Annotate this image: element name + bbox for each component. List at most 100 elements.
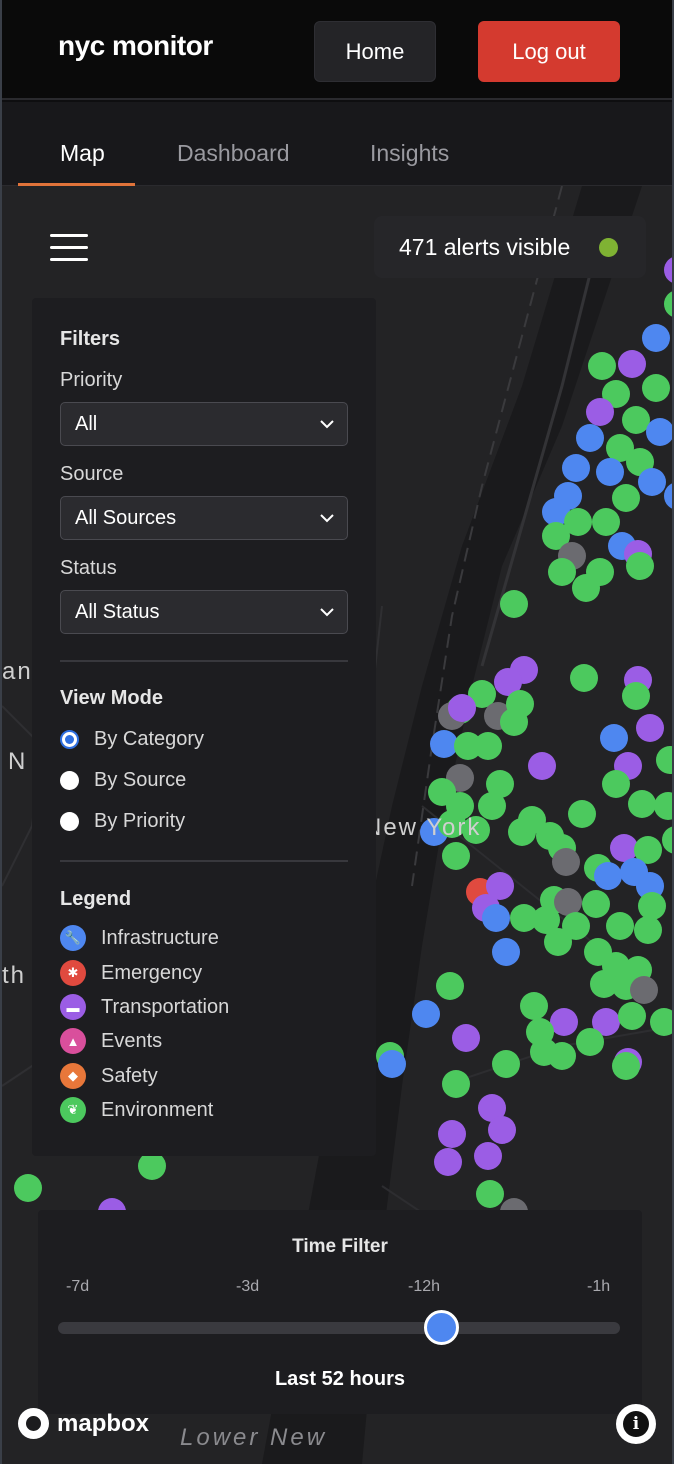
top-header: nyc monitor Home Log out — [2, 0, 672, 100]
alert-marker[interactable] — [622, 406, 650, 434]
alert-marker[interactable] — [630, 976, 658, 1004]
alert-marker[interactable] — [654, 792, 672, 820]
alert-marker[interactable] — [656, 746, 672, 774]
map-label-edge: th — [2, 962, 27, 989]
alert-marker[interactable] — [138, 1152, 166, 1180]
source-select-value: All Sources — [75, 506, 177, 529]
alert-marker[interactable] — [594, 862, 622, 890]
legend-label: Environment — [101, 1098, 214, 1121]
alert-marker[interactable] — [610, 834, 638, 862]
panel-divider — [60, 860, 348, 862]
alert-marker[interactable] — [448, 694, 476, 722]
alert-marker[interactable] — [412, 1000, 440, 1028]
mapbox-logo[interactable]: mapbox — [18, 1408, 149, 1439]
tab-insights[interactable]: Insights — [370, 140, 450, 166]
radio-button[interactable] — [60, 812, 79, 831]
alert-marker[interactable] — [602, 770, 630, 798]
map-canvas[interactable]: New York ang N th 471 alerts visible Fil… — [2, 186, 672, 1464]
alert-marker[interactable] — [634, 916, 662, 944]
alert-marker[interactable] — [664, 482, 672, 510]
alert-marker[interactable] — [528, 752, 556, 780]
attribution-info-button[interactable]: i — [616, 1404, 656, 1444]
alert-marker[interactable] — [500, 708, 528, 736]
alert-marker[interactable] — [582, 890, 610, 918]
source-select[interactable]: All Sources — [60, 496, 348, 540]
radio-button[interactable] — [60, 771, 79, 790]
alert-marker[interactable] — [430, 730, 458, 758]
alert-marker[interactable] — [500, 590, 528, 618]
alert-marker[interactable] — [552, 848, 580, 876]
alert-marker[interactable] — [636, 714, 664, 742]
alert-marker[interactable] — [548, 1042, 576, 1070]
alert-marker[interactable] — [600, 724, 628, 752]
alert-marker[interactable] — [662, 826, 672, 854]
logout-button[interactable]: Log out — [478, 21, 620, 82]
alert-marker[interactable] — [544, 928, 572, 956]
status-select[interactable]: All Status — [60, 590, 348, 634]
alert-marker[interactable] — [474, 732, 502, 760]
alert-marker[interactable] — [612, 1052, 640, 1080]
alert-marker[interactable] — [570, 664, 598, 692]
alert-marker[interactable] — [378, 1050, 406, 1078]
alert-marker[interactable] — [474, 1142, 502, 1170]
alert-marker[interactable] — [452, 1024, 480, 1052]
alert-marker[interactable] — [572, 574, 600, 602]
alert-marker[interactable] — [618, 350, 646, 378]
radio-label: By Source — [94, 769, 187, 791]
tab-map[interactable]: Map — [60, 140, 105, 166]
alert-marker[interactable] — [562, 454, 590, 482]
alert-marker[interactable] — [642, 324, 670, 352]
alert-marker[interactable] — [576, 1028, 604, 1056]
radio-button[interactable] — [60, 730, 79, 749]
alert-marker[interactable] — [442, 1070, 470, 1098]
alert-marker[interactable] — [436, 972, 464, 1000]
radio-by-source[interactable]: By Source — [60, 769, 186, 792]
alert-marker[interactable] — [618, 1002, 646, 1030]
time-filter-panel: Time Filter -7d -3d -12h -1h Last 52 hou… — [38, 1210, 642, 1414]
alert-marker[interactable] — [626, 552, 654, 580]
alert-marker[interactable] — [622, 682, 650, 710]
alert-marker[interactable] — [586, 398, 614, 426]
alert-marker[interactable] — [650, 1008, 672, 1036]
alert-marker[interactable] — [596, 458, 624, 486]
alert-marker[interactable] — [568, 800, 596, 828]
alert-marker[interactable] — [434, 1148, 462, 1176]
alert-marker[interactable] — [492, 938, 520, 966]
alert-marker[interactable] — [638, 468, 666, 496]
alert-marker[interactable] — [520, 992, 548, 1020]
alert-marker[interactable] — [612, 484, 640, 512]
alert-marker[interactable] — [588, 352, 616, 380]
time-slider-track[interactable] — [58, 1322, 620, 1334]
home-button[interactable]: Home — [314, 21, 436, 82]
alert-marker[interactable] — [592, 508, 620, 536]
alert-marker[interactable] — [488, 1116, 516, 1144]
menu-icon[interactable] — [50, 234, 88, 262]
alert-marker[interactable] — [482, 904, 510, 932]
alert-marker[interactable] — [438, 810, 466, 838]
alert-marker[interactable] — [14, 1174, 42, 1202]
alert-marker[interactable] — [476, 1180, 504, 1208]
alert-marker[interactable] — [438, 1120, 466, 1148]
alert-marker[interactable] — [664, 256, 672, 284]
time-slider-handle[interactable] — [424, 1310, 459, 1345]
alert-marker[interactable] — [606, 912, 634, 940]
alert-marker[interactable] — [442, 842, 470, 870]
tab-dashboard[interactable]: Dashboard — [177, 140, 290, 166]
alert-marker[interactable] — [548, 558, 576, 586]
alert-marker[interactable] — [550, 1008, 578, 1036]
alert-marker[interactable] — [664, 290, 672, 318]
radio-by-priority[interactable]: By Priority — [60, 810, 185, 833]
alert-marker[interactable] — [492, 1050, 520, 1078]
alert-marker[interactable] — [642, 374, 670, 402]
radio-by-category[interactable]: By Category — [60, 728, 204, 751]
legend-label: Infrastructure — [101, 926, 219, 949]
alert-marker[interactable] — [554, 888, 582, 916]
legend-label: Transportation — [101, 995, 230, 1018]
alert-marker[interactable] — [462, 816, 490, 844]
alert-marker[interactable] — [646, 418, 672, 446]
alert-marker[interactable] — [638, 892, 666, 920]
alert-marker[interactable] — [576, 424, 604, 452]
priority-select[interactable]: All — [60, 402, 348, 446]
alert-marker[interactable] — [478, 792, 506, 820]
alert-marker[interactable] — [628, 790, 656, 818]
